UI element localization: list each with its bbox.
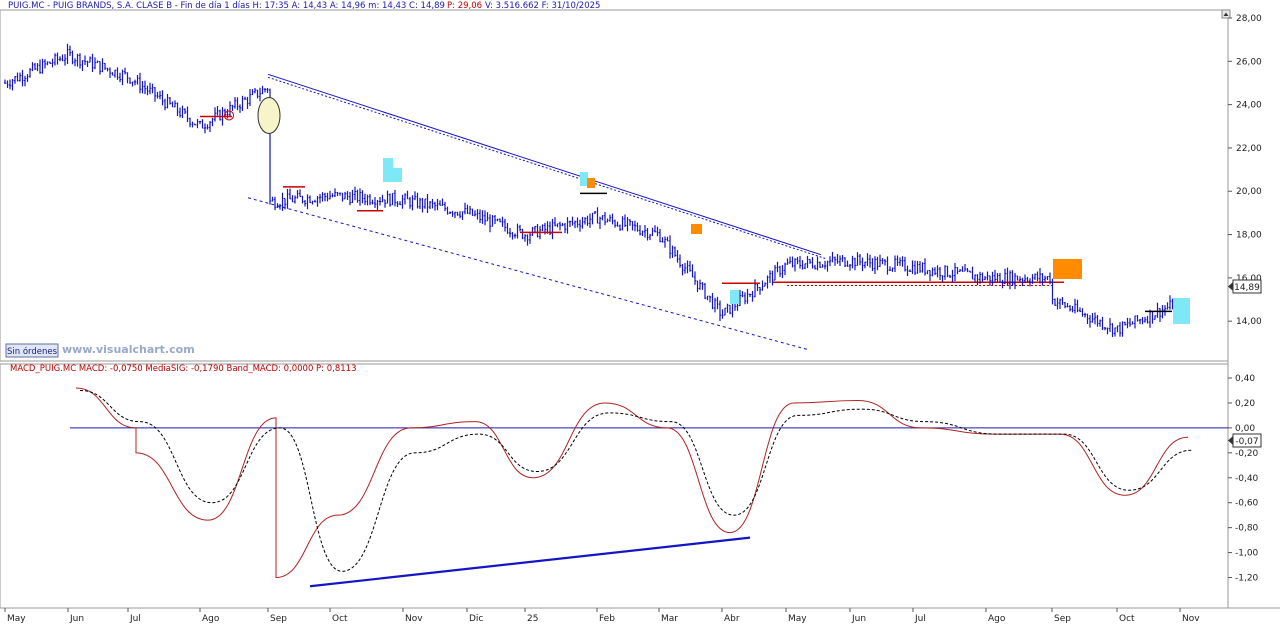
x-tick-label: Oct xyxy=(332,614,348,624)
x-tick-label: Nov xyxy=(405,614,423,624)
macd-y-axis: 0,40 0,20 0,00 -0,20 -0,40 -0,60 -0,80 -1,00 -1,… xyxy=(1228,374,1259,584)
macd-tick-label: 0,40 xyxy=(1235,374,1255,384)
macd-tick-label: -0,20 xyxy=(1235,449,1259,459)
x-tick-label: Ago xyxy=(988,614,1006,624)
x-tick-label: Nov xyxy=(1182,614,1200,624)
upper-trendline-parallel xyxy=(267,76,827,260)
macd-tick-label: -0,80 xyxy=(1235,524,1259,534)
macd-tick-label: 0,20 xyxy=(1235,399,1255,409)
price-tick-label: 28,00 xyxy=(1236,14,1262,24)
macd-tick-label: -1,20 xyxy=(1235,574,1259,584)
macd-header: MACD_PUIG.MC MACD: -0,0750 MediaSIG: -0,… xyxy=(10,364,357,374)
x-tick-label: May xyxy=(788,614,807,624)
x-tick-label: 25 xyxy=(527,614,538,624)
price-header: PUIG.MC - PUIG BRANDS, S.A. CLASE B - Fi… xyxy=(8,1,445,11)
orders-button-label: Sin órdenes xyxy=(7,346,58,357)
marker-box xyxy=(691,224,702,234)
price-tick-label: 26,00 xyxy=(1236,57,1262,67)
marker-box xyxy=(392,168,402,182)
marker-box xyxy=(383,158,393,182)
macd-tick-label: -1,00 xyxy=(1235,549,1259,559)
marker-box xyxy=(587,178,595,188)
x-tick-label: Feb xyxy=(599,614,615,624)
macd-tick-label: 0,00 xyxy=(1235,424,1255,434)
price-y-axis: 28,00 26,00 24,00 22,00 20,00 18,00 16,00 14,00 xyxy=(1228,14,1262,327)
price-tick-label: 14,00 xyxy=(1236,317,1262,327)
last-price-tag: 14,89 xyxy=(1228,279,1262,294)
highlight-ellipse xyxy=(257,96,281,134)
price-tick-label: 24,00 xyxy=(1236,101,1262,111)
marker-annotations xyxy=(200,96,1190,324)
x-tick-label: Oct xyxy=(1119,614,1135,624)
orders-button[interactable]: Sin órdenes xyxy=(5,343,59,358)
marker-box xyxy=(580,172,588,186)
upper-trendline xyxy=(267,73,822,256)
price-tick-label: 20,00 xyxy=(1236,187,1262,197)
scroll-up-icon[interactable] xyxy=(1221,9,1231,19)
macd-tick-label: -0,60 xyxy=(1235,499,1259,509)
last-price-label: 14,89 xyxy=(1234,283,1260,293)
price-header-p: P: 29,06 xyxy=(447,1,482,11)
signal-series-line xyxy=(79,389,1193,572)
x-tick-label: Dic xyxy=(469,614,483,624)
macd-panel[interactable] xyxy=(0,363,1229,609)
marker-box xyxy=(730,290,739,304)
last-macd-label: -0,07 xyxy=(1235,437,1258,447)
x-tick-label: Jul xyxy=(914,614,926,624)
x-tick-label: Jun xyxy=(69,614,84,624)
macd-series-line xyxy=(75,387,1189,579)
marker-box xyxy=(1053,259,1082,279)
x-tick-label: Jul xyxy=(129,614,141,624)
x-tick-label: Sep xyxy=(270,614,287,624)
divergence-line xyxy=(309,536,751,588)
lower-channel-line xyxy=(247,197,808,350)
macd-tick-label: -0,40 xyxy=(1235,474,1259,484)
price-tick-label: 22,00 xyxy=(1236,144,1262,154)
price-tick-label: 16,00 xyxy=(1236,274,1262,284)
x-tick-label: Sep xyxy=(1054,614,1071,624)
macd-lines xyxy=(70,387,1228,588)
x-axis: May Jun Jul Ago Sep Oct Nov Dic 25 Feb Mar Abr May Ju… xyxy=(4,608,1200,624)
x-tick-label: Abr xyxy=(724,614,740,624)
price-tick-label: 18,00 xyxy=(1236,231,1262,241)
x-tick-label: Ago xyxy=(202,614,220,624)
price-candles xyxy=(4,43,1177,338)
watermark: www.visualchart.com xyxy=(62,343,195,356)
price-header-rest: V: 3.516.662 F: 31/10/2025 xyxy=(485,1,600,11)
marker-box xyxy=(1173,298,1190,324)
x-tick-label: May xyxy=(7,614,26,624)
x-tick-label: Jun xyxy=(851,614,866,624)
level-circle xyxy=(224,110,234,121)
x-tick-label: Mar xyxy=(661,614,678,624)
last-macd-tag: -0,07 xyxy=(1228,433,1262,448)
price-panel[interactable] xyxy=(0,9,1229,362)
